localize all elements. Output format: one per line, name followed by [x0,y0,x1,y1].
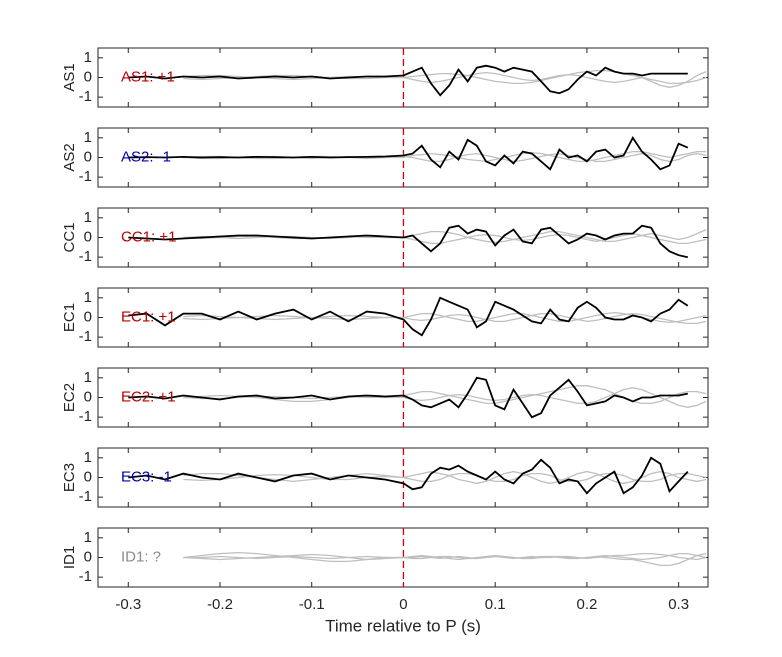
panel: -1 0 1 AS2 AS2: -1 [61,127,709,188]
panel: -1 0 1 AS1 AS1: +1 [61,47,709,108]
x-tick-label: 0.3 [668,596,689,613]
trace [128,224,688,259]
annotation: EC2: +1 [121,388,176,405]
trace [128,296,689,337]
annotation: AS2: -1 [121,148,171,165]
y-tick-label: 0 [84,308,92,325]
annotation: CC1: +1 [121,228,176,245]
y-tick-label: 1 [84,49,92,66]
y-tick-label: 1 [84,449,92,466]
trace [128,64,688,97]
annotation: EC3: -1 [121,468,172,485]
x-tick-label: 0.1 [485,596,506,613]
y-tick-label: 1 [84,289,92,306]
panel: -1 0 1 EC3 EC3: -1 [61,447,709,508]
y-tick-label: 0 [84,148,92,165]
y-axis-label: ID1 [61,546,78,569]
y-tick-label: -1 [79,248,92,265]
y-axis-label: AS1 [61,63,78,91]
y-tick-label: -1 [79,568,92,585]
y-tick-label: -1 [79,168,92,185]
y-tick-label: 0 [84,468,92,485]
annotation: AS1: +1 [121,68,175,85]
y-axis-label: EC1 [61,303,78,332]
annotation: ID1: ? [121,548,161,565]
y-tick-label: 0 [84,388,92,405]
y-axis-label: CC1 [61,222,78,252]
y-tick-label: -1 [79,328,92,345]
y-tick-label: -1 [79,408,92,425]
y-tick-label: 1 [84,209,92,226]
trace [128,456,689,495]
annotation: EC1: +1 [121,308,176,325]
y-tick-label: 0 [84,68,92,85]
panel: -1 0 1 EC2 EC2: +1 [61,367,709,428]
trace [183,385,707,405]
x-axis-label: Time relative to P (s) [325,616,481,635]
panel: -1 0 1 -0.3 -0.2 -0.1 0 0.1 0.2 0.3 ID1 ID1: ? [61,527,709,613]
y-tick-label: 1 [84,129,92,146]
x-tick-label: -0.1 [299,596,325,613]
trace [128,376,688,419]
x-tick-label: -0.2 [207,596,233,613]
panel: -1 0 1 CC1 CC1: +1 [61,207,709,268]
y-tick-label: -1 [79,488,92,505]
y-axis-label: EC3 [61,463,78,492]
x-tick-label: 0 [399,596,407,613]
y-tick-label: 1 [84,369,92,386]
trace [128,136,689,171]
y-tick-label: 1 [84,529,92,546]
trace [183,552,707,561]
x-tick-label: 0.2 [576,596,597,613]
y-axis-label: EC2 [61,383,78,412]
y-tick-label: -1 [79,88,92,105]
trace [183,312,707,325]
y-tick-label: 0 [84,548,92,565]
y-axis-label: AS2 [61,143,78,171]
y-tick-label: 0 [84,228,92,245]
panel: -1 0 1 EC1 EC1: +1 [61,287,709,348]
x-tick-label: -0.3 [115,596,141,613]
